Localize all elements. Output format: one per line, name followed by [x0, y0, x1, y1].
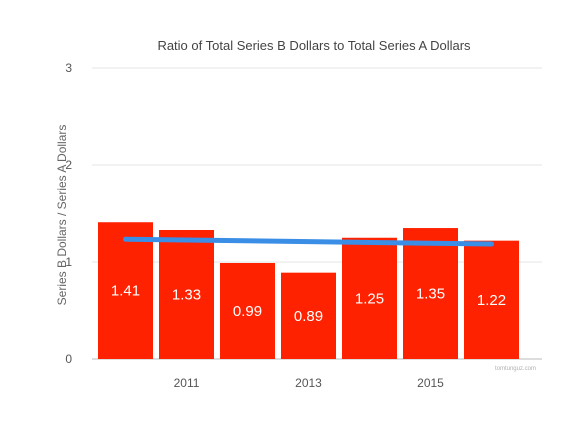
x-tick-labels: 2011 2013 2015 — [174, 376, 445, 390]
data-label: 1.41 — [111, 283, 140, 300]
data-label: 0.89 — [294, 308, 323, 325]
x-tick-label: 2013 — [295, 376, 322, 390]
bar — [98, 222, 153, 359]
y-tick-label: 2 — [65, 158, 72, 172]
data-label: 1.33 — [172, 286, 201, 303]
y-tick-label: 3 — [65, 61, 72, 75]
bar — [464, 240, 519, 359]
chart-title: Ratio of Total Series B Dollars to Total… — [157, 38, 471, 53]
y-axis-label: Series B Dollars / Series A Dollars — [55, 125, 69, 306]
data-label: 0.99 — [233, 303, 262, 320]
y-tick-label: 1 — [65, 255, 72, 269]
bar — [159, 229, 214, 359]
bar — [220, 262, 275, 359]
x-tick-label: 2015 — [417, 376, 444, 390]
trend-line — [123, 236, 494, 247]
data-labels: 1.41 1.33 0.99 0.89 1.25 1.35 1.22 — [111, 283, 506, 325]
bar — [281, 272, 336, 359]
data-label: 1.35 — [416, 286, 445, 303]
data-label: 1.25 — [355, 290, 384, 307]
x-tick-label: 2011 — [174, 376, 200, 390]
watermark: tomtunguz.com — [495, 366, 536, 372]
bars — [98, 222, 519, 359]
data-label: 1.22 — [477, 292, 506, 309]
bar — [403, 228, 458, 359]
bar — [342, 237, 397, 359]
y-tick-label: 0 — [65, 352, 72, 366]
y-tick-labels: 0 1 2 3 — [65, 61, 72, 366]
